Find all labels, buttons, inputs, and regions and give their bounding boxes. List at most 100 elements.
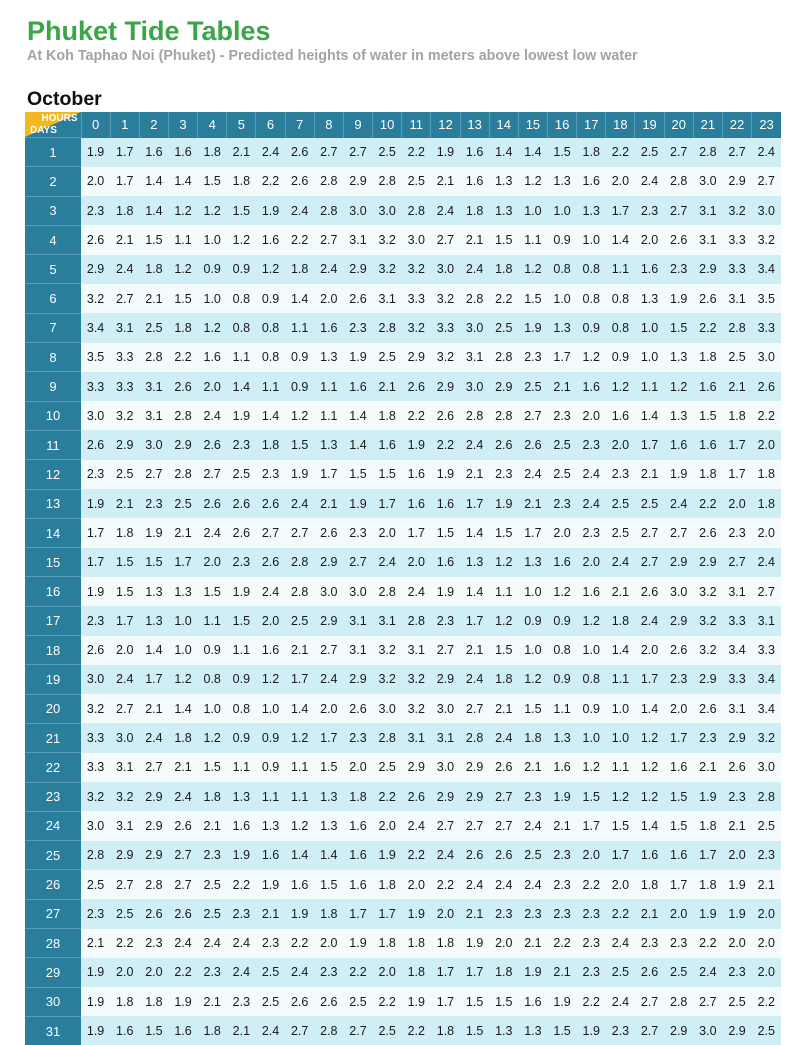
tide-height-cell: 2.0 xyxy=(373,958,402,987)
tide-height-cell: 1.7 xyxy=(343,899,372,928)
tide-height-cell: 3.2 xyxy=(402,665,431,694)
tide-height-cell: 2.4 xyxy=(606,548,635,577)
tide-height-cell: 2.2 xyxy=(752,987,781,1016)
tide-height-cell: 1.6 xyxy=(402,489,431,518)
tide-height-cell: 2.5 xyxy=(664,958,693,987)
tide-height-cell: 2.1 xyxy=(635,460,664,489)
tide-height-cell: 1.0 xyxy=(168,636,197,665)
tide-height-cell: 1.3 xyxy=(314,430,343,459)
day-number-cell: 22 xyxy=(25,753,81,782)
tide-height-cell: 2.6 xyxy=(431,401,460,430)
tide-height-cell: 3.1 xyxy=(343,636,372,665)
tide-height-cell: 1.6 xyxy=(635,255,664,284)
tide-height-cell: 1.4 xyxy=(518,138,547,167)
tide-height-cell: 1.8 xyxy=(110,196,139,225)
tide-height-cell: 2.0 xyxy=(110,636,139,665)
tide-height-cell: 1.7 xyxy=(373,899,402,928)
tide-height-cell: 3.0 xyxy=(343,577,372,606)
tide-height-cell: 2.5 xyxy=(402,167,431,196)
tide-height-cell: 2.2 xyxy=(256,167,285,196)
tide-height-cell: 2.3 xyxy=(489,899,518,928)
day-number-cell: 8 xyxy=(25,343,81,372)
tide-height-cell: 2.4 xyxy=(168,782,197,811)
tide-height-cell: 1.9 xyxy=(256,870,285,899)
tide-height-cell: 3.1 xyxy=(460,343,489,372)
tide-height-cell: 2.8 xyxy=(664,987,693,1016)
tide-height-cell: 3.5 xyxy=(752,284,781,313)
tide-height-cell: 2.3 xyxy=(518,782,547,811)
tide-height-cell: 1.6 xyxy=(664,841,693,870)
tide-height-cell: 2.9 xyxy=(722,167,751,196)
tide-height-cell: 1.4 xyxy=(285,284,314,313)
tide-height-cell: 3.0 xyxy=(664,577,693,606)
day-number-cell: 24 xyxy=(25,811,81,840)
tide-height-cell: 0.9 xyxy=(285,343,314,372)
tide-height-cell: 0.9 xyxy=(606,343,635,372)
tide-height-cell: 2.2 xyxy=(402,401,431,430)
tide-height-cell: 2.1 xyxy=(722,811,751,840)
tide-height-cell: 2.4 xyxy=(227,958,256,987)
tide-height-cell: 2.4 xyxy=(460,255,489,284)
tide-height-cell: 2.6 xyxy=(664,636,693,665)
tide-height-cell: 2.3 xyxy=(548,870,577,899)
tide-height-cell: 1.1 xyxy=(256,372,285,401)
day-number-cell: 1 xyxy=(25,138,81,167)
tide-height-cell: 2.6 xyxy=(693,694,722,723)
tide-height-cell: 1.4 xyxy=(606,636,635,665)
tide-height-cell: 2.2 xyxy=(373,987,402,1016)
tide-height-cell: 1.6 xyxy=(460,167,489,196)
tide-height-cell: 1.8 xyxy=(256,430,285,459)
tide-height-cell: 2.7 xyxy=(168,870,197,899)
tide-height-cell: 3.1 xyxy=(373,606,402,635)
tide-height-cell: 3.4 xyxy=(81,313,110,342)
tide-height-cell: 1.2 xyxy=(198,313,227,342)
hour-header: 13 xyxy=(460,112,489,138)
tide-height-cell: 1.6 xyxy=(577,577,606,606)
tide-height-cell: 2.6 xyxy=(139,899,168,928)
tide-height-cell: 0.8 xyxy=(577,665,606,694)
tide-height-cell: 3.1 xyxy=(693,196,722,225)
tide-height-cell: 3.2 xyxy=(373,636,402,665)
day-number-cell: 18 xyxy=(25,636,81,665)
tide-height-cell: 1.8 xyxy=(693,870,722,899)
tide-height-cell: 2.3 xyxy=(606,1016,635,1045)
tide-height-cell: 2.3 xyxy=(81,196,110,225)
tide-height-cell: 1.0 xyxy=(256,694,285,723)
tide-height-cell: 1.6 xyxy=(110,1016,139,1045)
tide-height-cell: 2.7 xyxy=(752,167,781,196)
tide-height-cell: 2.1 xyxy=(518,489,547,518)
tide-height-cell: 1.6 xyxy=(227,811,256,840)
tide-height-cell: 1.2 xyxy=(635,782,664,811)
tide-height-cell: 2.0 xyxy=(752,958,781,987)
tide-height-cell: 2.8 xyxy=(168,401,197,430)
tide-height-cell: 2.3 xyxy=(722,782,751,811)
tide-height-cell: 2.3 xyxy=(227,548,256,577)
tide-height-cell: 2.6 xyxy=(722,753,751,782)
tide-height-cell: 1.8 xyxy=(752,489,781,518)
tide-height-cell: 1.7 xyxy=(81,548,110,577)
tide-height-cell: 2.9 xyxy=(343,255,372,284)
tide-height-cell: 1.2 xyxy=(664,372,693,401)
tide-height-cell: 2.1 xyxy=(431,167,460,196)
tide-height-cell: 2.6 xyxy=(635,958,664,987)
tide-height-cell: 2.4 xyxy=(198,401,227,430)
tide-height-cell: 2.9 xyxy=(722,723,751,752)
tide-height-cell: 2.2 xyxy=(577,870,606,899)
tide-height-cell: 3.2 xyxy=(752,723,781,752)
tide-height-cell: 2.5 xyxy=(373,1016,402,1045)
tide-height-cell: 3.1 xyxy=(402,723,431,752)
tide-height-cell: 1.1 xyxy=(256,782,285,811)
tide-height-cell: 2.6 xyxy=(168,899,197,928)
tide-height-cell: 1.9 xyxy=(722,870,751,899)
tide-height-cell: 2.1 xyxy=(256,899,285,928)
tide-height-cell: 3.2 xyxy=(693,636,722,665)
tide-height-cell: 2.9 xyxy=(460,782,489,811)
tide-height-cell: 2.6 xyxy=(693,284,722,313)
table-corner-header: HOURS DAYS xyxy=(25,112,81,138)
tide-height-cell: 1.2 xyxy=(168,196,197,225)
tide-height-cell: 2.6 xyxy=(168,811,197,840)
tide-height-cell: 1.9 xyxy=(402,430,431,459)
